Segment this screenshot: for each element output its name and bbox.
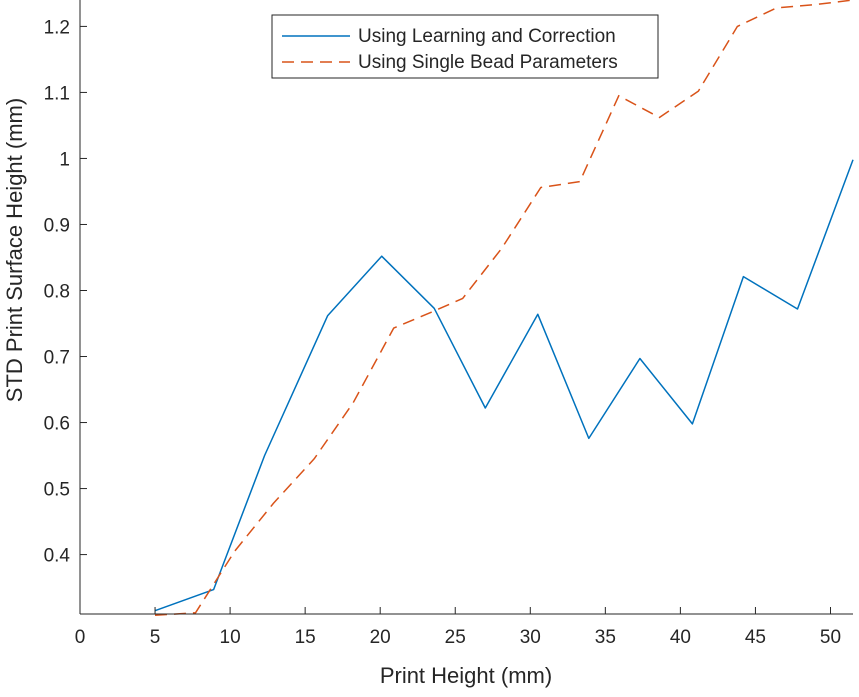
x-tick-label: 50 <box>820 627 841 648</box>
y-tick-label: 1.1 <box>44 83 70 104</box>
x-axis-label: Print Height (mm) <box>380 663 552 688</box>
series-layer <box>154 0 854 617</box>
series-line-learning-correction <box>154 159 854 612</box>
y-tick-label: 0.6 <box>44 414 70 435</box>
x-tick-label: 40 <box>670 627 691 648</box>
legend-label-single-bead: Using Single Bead Parameters <box>358 52 618 73</box>
legend-label-learning-correction: Using Learning and Correction <box>358 26 616 47</box>
x-tick-label: 20 <box>370 627 391 648</box>
x-tick-label: 10 <box>220 627 241 648</box>
x-tick-label: 15 <box>295 627 316 648</box>
y-axis-ticks: 0.4 0.5 0.6 0.7 0.8 0.9 1 1.1 1.2 <box>44 17 87 567</box>
x-tick-label: 35 <box>595 627 616 648</box>
y-tick-label: 0.5 <box>44 480 70 501</box>
x-tick-label: 30 <box>520 627 541 648</box>
legend-box <box>271 14 659 79</box>
axes <box>79 0 853 615</box>
y-tick-label: 1.2 <box>44 17 70 38</box>
x-tick-label: 0 <box>75 627 86 648</box>
y-tick-label: 0.8 <box>44 281 70 302</box>
y-tick-label: 0.9 <box>44 215 70 236</box>
x-tick-label: 5 <box>150 627 161 648</box>
y-tick-label: 0.7 <box>44 348 70 369</box>
series-line-single-bead <box>154 0 854 617</box>
x-tick-label: 25 <box>445 627 466 648</box>
x-tick-label: 45 <box>745 627 766 648</box>
x-axis-ticks: 0 5 10 15 20 25 30 35 40 45 50 <box>75 607 841 648</box>
legend: Using Learning and Correction Using Sing… <box>271 14 659 79</box>
y-tick-label: 0.4 <box>44 546 71 567</box>
y-axis-label: STD Print Surface Height (mm) <box>2 98 27 402</box>
y-tick-label: 1 <box>59 149 70 170</box>
